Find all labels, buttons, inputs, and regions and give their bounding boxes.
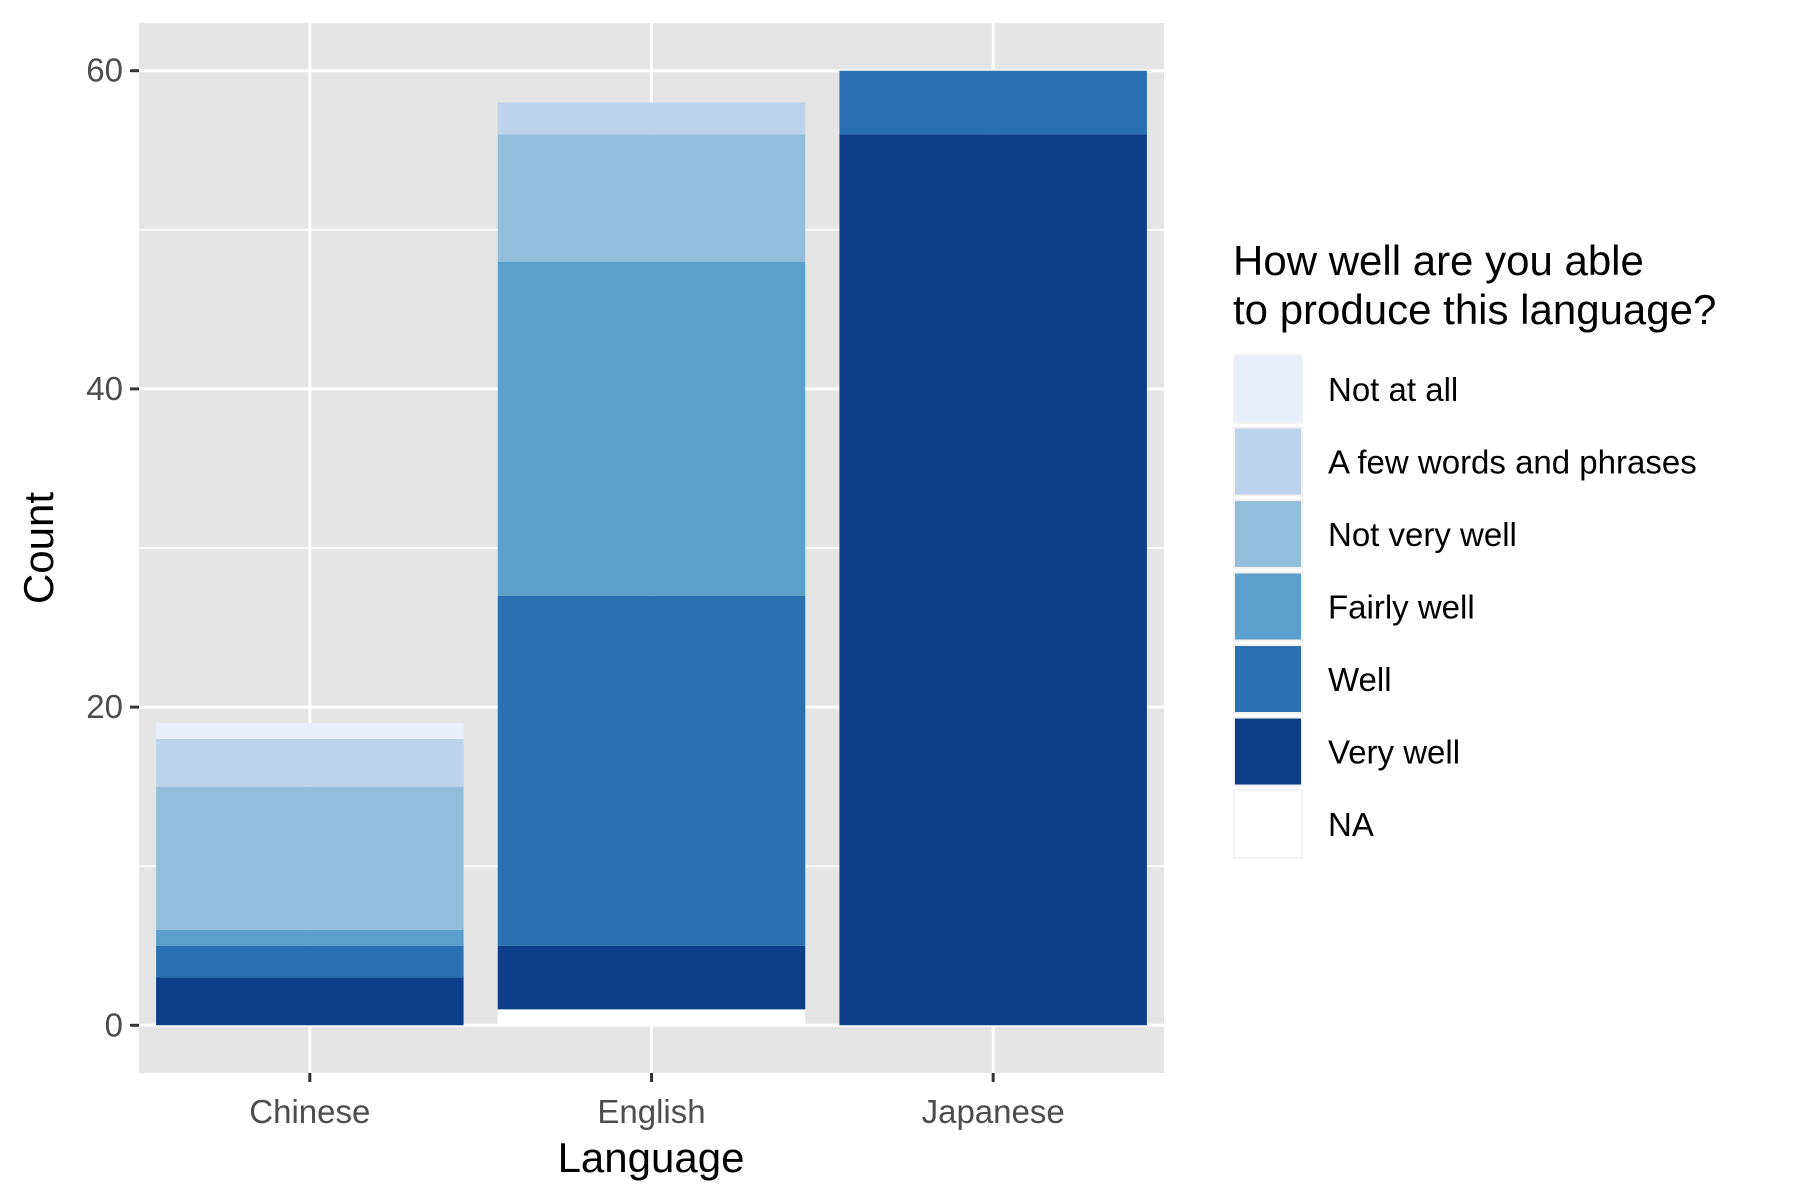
legend-key-fairly-well	[1235, 573, 1301, 640]
bar-stacks	[156, 70, 1147, 1026]
bar-segment-japanese-very-well	[839, 134, 1147, 1026]
y-axis: 0 20 40 60	[86, 52, 139, 1043]
bar-segment-chinese-a-few-words-and-phrases	[156, 738, 464, 787]
bar-segment-chinese-fairly-well	[156, 929, 464, 946]
x-tick-label: Japanese	[922, 1093, 1065, 1130]
legend-title-line-2: to produce this language?	[1233, 286, 1716, 333]
x-tick-label: Chinese	[249, 1093, 370, 1130]
bar-segment-chinese-not-at-all	[156, 723, 464, 739]
legend-label: Very well	[1328, 734, 1460, 771]
legend-label: Not at all	[1328, 371, 1458, 408]
x-axis: Chinese English Japanese	[249, 1073, 1065, 1130]
bar-segment-chinese-well	[156, 945, 464, 978]
x-axis-title: Language	[558, 1134, 745, 1181]
legend-key-na	[1235, 791, 1301, 857]
bar-segment-english-very-well	[497, 945, 806, 1010]
legend-items: Not at all A few words and phrases Not ver…	[1233, 354, 1697, 859]
bar-segment-english-well	[497, 595, 806, 946]
legend-label: A few words and phrases	[1328, 444, 1697, 481]
y-axis-title: Count	[15, 492, 62, 604]
y-tick-label: 60	[86, 52, 123, 89]
y-tick-label: 0	[105, 1006, 123, 1043]
bar-segment-english-not-very-well	[497, 134, 806, 262]
legend-title-line-1: How well are you able	[1233, 237, 1644, 284]
bar-segment-japanese-well	[839, 70, 1147, 135]
legend-label: NA	[1328, 806, 1374, 843]
legend-key-not-at-all	[1235, 356, 1301, 422]
legend-label: Not very well	[1328, 516, 1517, 553]
legend-key-very-well	[1235, 718, 1301, 785]
bar-segment-english-fairly-well	[497, 261, 806, 596]
bar-segment-english-na	[497, 1009, 806, 1026]
legend-key-not-very-well	[1235, 501, 1301, 567]
legend-key-a-few-words-and-phrases	[1235, 428, 1301, 495]
legend: How well are you able to produce this la…	[1233, 237, 1716, 859]
y-tick-label: 40	[86, 370, 123, 407]
x-tick-label: English	[597, 1093, 705, 1130]
legend-label: Well	[1328, 661, 1392, 698]
bar-segment-chinese-very-well	[156, 977, 464, 1026]
bar-segment-english-a-few-words-and-phrases	[497, 102, 806, 135]
legend-key-well	[1235, 646, 1301, 712]
bar-segment-chinese-not-very-well	[156, 786, 464, 930]
legend-label: Fairly well	[1328, 589, 1475, 626]
y-tick-label: 20	[86, 688, 123, 725]
